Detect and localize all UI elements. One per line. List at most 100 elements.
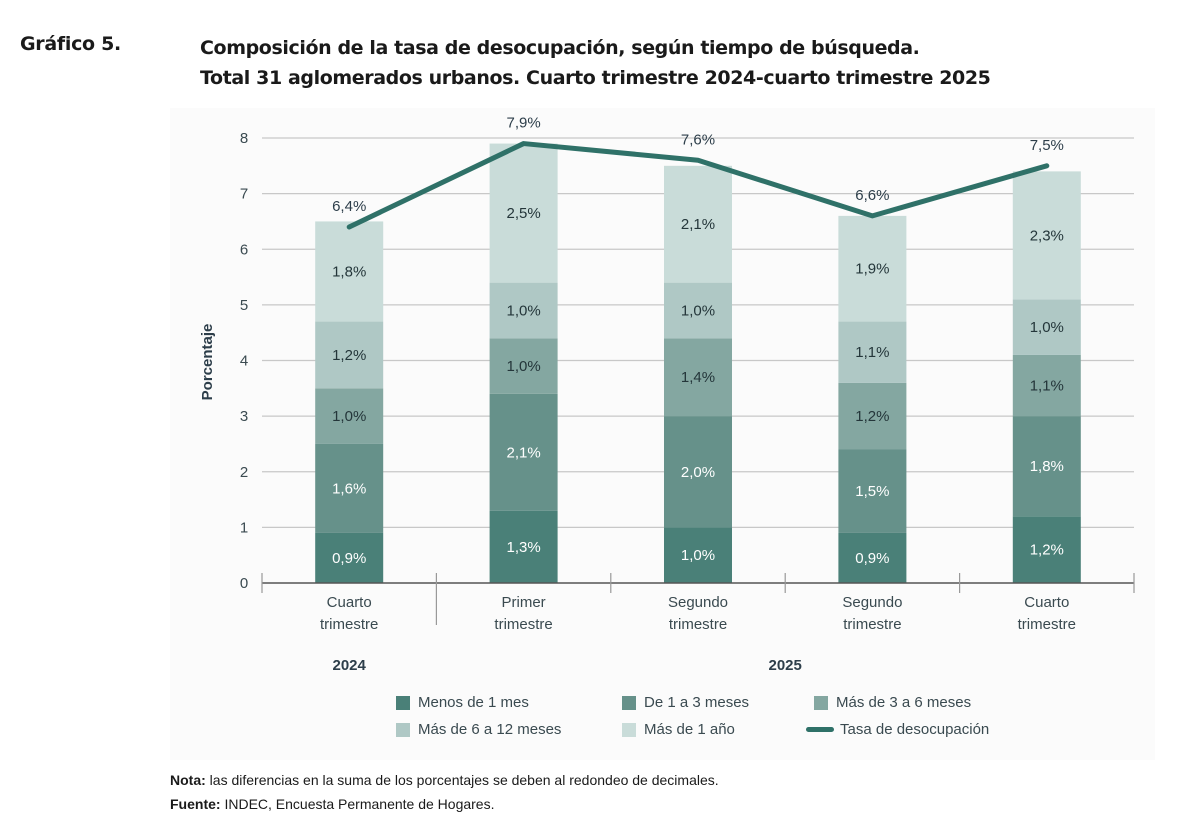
- bar-segment: [315, 388, 384, 444]
- note-line: Nota: las diferencias en la suma de los …: [170, 768, 719, 792]
- legend-label: Más de 1 año: [644, 721, 735, 738]
- rate-label: 7,5%: [1030, 137, 1064, 154]
- bar-segment-label: 1,0%: [506, 302, 540, 319]
- legend-item-3-a-6-meses: Más de 3 a 6 meses: [814, 694, 971, 711]
- bar-segment-label: 1,1%: [1030, 378, 1064, 395]
- legend-swatch: [396, 722, 410, 737]
- x-category-label: trimestre: [320, 616, 378, 633]
- legend-swatch: [622, 722, 636, 737]
- bar-segment: [1012, 516, 1081, 583]
- rate-label: 7,9%: [506, 115, 540, 132]
- bars: [315, 143, 1081, 583]
- y-tick-label: 1: [240, 519, 248, 536]
- x-category-label: Segundo: [842, 594, 902, 611]
- legend-item-menos-1-mes: Menos de 1 mes: [396, 694, 529, 711]
- bar-segment-label: 1,1%: [855, 344, 889, 361]
- bar-segment: [664, 416, 732, 528]
- bar-segment: [315, 443, 384, 533]
- chart-title: Composición de la tasa de desocupación, …: [200, 33, 991, 93]
- chart-title-line-2: Total 31 aglomerados urbanos. Cuarto tri…: [200, 67, 991, 89]
- bar-segment-label: 2,1%: [681, 216, 715, 233]
- year-group-label: 2025: [769, 657, 802, 674]
- bar-segment-label: 2,1%: [506, 444, 540, 461]
- legend-label: Menos de 1 mes: [418, 694, 529, 711]
- note-label: Nota:: [170, 772, 206, 788]
- bar-segment-label: 1,0%: [1030, 319, 1064, 336]
- bar-segment-label: 2,0%: [681, 464, 715, 481]
- footnotes: Nota: las diferencias en la suma de los …: [170, 768, 719, 816]
- x-category-label: Cuarto: [1024, 594, 1069, 611]
- bar-segment: [838, 215, 907, 322]
- bar-segment-label: 1,2%: [855, 408, 889, 425]
- bar-segment-label: 1,8%: [1030, 458, 1064, 475]
- y-tick-label: 5: [240, 297, 248, 314]
- note-text: las diferencias en la suma de los porcen…: [205, 772, 719, 788]
- rate-line: [346, 141, 1050, 230]
- bar-segment: [664, 282, 732, 339]
- rate-label: 6,4%: [332, 198, 366, 215]
- y-tick-label: 3: [240, 408, 248, 425]
- legend-swatch: [814, 695, 828, 710]
- rate-label: 7,6%: [681, 131, 715, 148]
- legend-label: Más de 6 a 12 meses: [418, 721, 562, 738]
- bar-segment-label: 1,0%: [506, 358, 540, 375]
- y-tick-label: 8: [240, 130, 248, 147]
- bar-segment: [1012, 299, 1081, 355]
- bar-segment: [1012, 416, 1081, 517]
- source-line: Fuente: INDEC, Encuesta Permanente de Ho…: [170, 792, 719, 816]
- legend-label: Más de 3 a 6 meses: [836, 694, 972, 711]
- legend-item-1-a-3-meses: De 1 a 3 meses: [622, 694, 749, 711]
- bar-segment: [838, 382, 907, 450]
- y-tick-label: 7: [240, 186, 248, 203]
- bar-segment-label: 1,0%: [332, 408, 366, 425]
- bar-segment-label: 1,9%: [855, 261, 889, 278]
- source-label: Fuente:: [170, 796, 221, 812]
- bar-segment-label: 1,6%: [332, 480, 366, 497]
- rate-label: 6,6%: [855, 187, 889, 204]
- y-tick-label: 0: [240, 575, 248, 592]
- bar-segment-label: 1,0%: [681, 302, 715, 319]
- bar-segment-label: 0,9%: [855, 550, 889, 567]
- bar-segment: [664, 338, 732, 417]
- bar-segment-label: 1,0%: [681, 547, 715, 564]
- bar-segment-label: 1,8%: [332, 264, 366, 281]
- year-group-label: 2024: [333, 657, 367, 674]
- legend-label: Tasa de desocupación: [840, 721, 990, 738]
- axes: 0 1 2 3 4 5 6 7 8 Porcentaje Cuarto trimestre Primer…: [199, 130, 1135, 674]
- y-axis-label: Porcentaje: [199, 324, 216, 401]
- bar-segment: [315, 321, 384, 389]
- bar-segment: [489, 510, 558, 583]
- x-category-label: Segundo: [668, 594, 728, 611]
- bar-segment: [838, 321, 907, 383]
- source-text: INDEC, Encuesta Permanente de Hogares.: [220, 796, 495, 812]
- bar-segment: [838, 532, 907, 583]
- bar-segment-label: 1,2%: [332, 347, 366, 364]
- bar-segment: [315, 532, 384, 583]
- x-category-label: trimestre: [843, 616, 901, 633]
- legend-swatch: [622, 695, 636, 710]
- x-category-label: trimestre: [669, 616, 727, 633]
- y-tick-label: 2: [240, 464, 248, 481]
- bar-segment-label: 1,5%: [855, 483, 889, 500]
- bar-segment: [1012, 354, 1081, 417]
- x-category-label: trimestre: [1018, 616, 1076, 633]
- legend-line-swatch: [806, 727, 834, 732]
- x-category-label: trimestre: [494, 616, 552, 633]
- bar-segment-label: 0,9%: [332, 550, 366, 567]
- chart-title-line-1: Composición de la tasa de desocupación, …: [200, 37, 920, 59]
- y-tick-label: 4: [240, 353, 248, 370]
- bar-segment-label: 2,5%: [506, 205, 540, 222]
- stacked-bar-chart: 0 1 2 3 4 5 6 7 8 Porcentaje Cuarto trimestre Primer…: [199, 115, 1135, 674]
- legend-swatch: [396, 695, 410, 710]
- data-labels: 0,9% 1,6% 1,0% 1,2% 1,8% 1,3% 2,1% 1,0% 1,0% 2,5%…: [332, 115, 1064, 567]
- bar-segment-label: 1,4%: [681, 369, 715, 386]
- x-category-label: Primer: [502, 594, 546, 611]
- bar-segment: [489, 282, 558, 339]
- figure-label: Gráfico 5.: [20, 33, 121, 55]
- bar-segment: [315, 221, 384, 322]
- x-category-label: Cuarto: [327, 594, 372, 611]
- bar-segment-label: 1,3%: [506, 539, 540, 556]
- legend-item-mas-1-anio: Más de 1 año: [622, 721, 735, 738]
- bar-segment: [1012, 171, 1081, 300]
- bar-segment: [489, 338, 558, 394]
